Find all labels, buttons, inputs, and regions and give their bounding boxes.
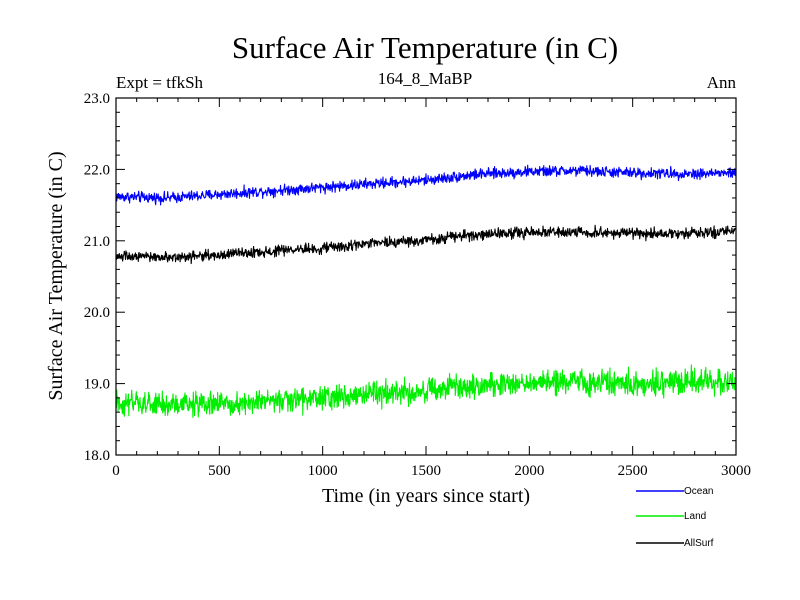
x-axis-label: Time (in years since start) (322, 485, 530, 507)
subtitle-right: Ann (707, 73, 737, 92)
x-tick-label: 2000 (514, 463, 544, 479)
x-tick-label: 3000 (721, 463, 751, 479)
subtitle-left: Expt = tfkSh (116, 73, 204, 92)
y-tick-label: 22.0 (84, 162, 110, 178)
series-layer (115, 164, 737, 418)
legend: Ocean Land AllSurf (636, 486, 714, 549)
y-tick-label: 21.0 (84, 234, 110, 250)
y-tick-label: 18.0 (84, 448, 110, 464)
x-tick-label: 2500 (618, 463, 648, 479)
series-line-land (115, 364, 737, 418)
y-tick-label: 20.0 (84, 305, 110, 321)
x-tick-label: 0 (112, 463, 120, 479)
x-tick-label: 1500 (411, 463, 441, 479)
series-line-ocean (115, 164, 737, 206)
y-axis-label: Surface Air Temperature (in C) (45, 151, 67, 400)
subtitle-center: 164_8_MaBP (378, 69, 472, 88)
x-tick-label: 1000 (308, 463, 338, 479)
series-line-allsurf (115, 224, 737, 265)
x-axis: 0 500 1000 1500 2000 2500 3000 (112, 98, 751, 479)
y-tick-label: 19.0 (84, 377, 110, 393)
x-tick-label: 500 (208, 463, 231, 479)
legend-label-allsurf: AllSurf (684, 538, 714, 549)
legend-label-ocean: Ocean (684, 486, 713, 497)
y-tick-label: 23.0 (84, 91, 110, 107)
y-axis: 18.0 19.0 20.0 21.0 22.0 23.0 (84, 91, 736, 464)
chart-title: Surface Air Temperature (in C) (232, 30, 618, 65)
legend-label-land: Land (684, 511, 706, 522)
